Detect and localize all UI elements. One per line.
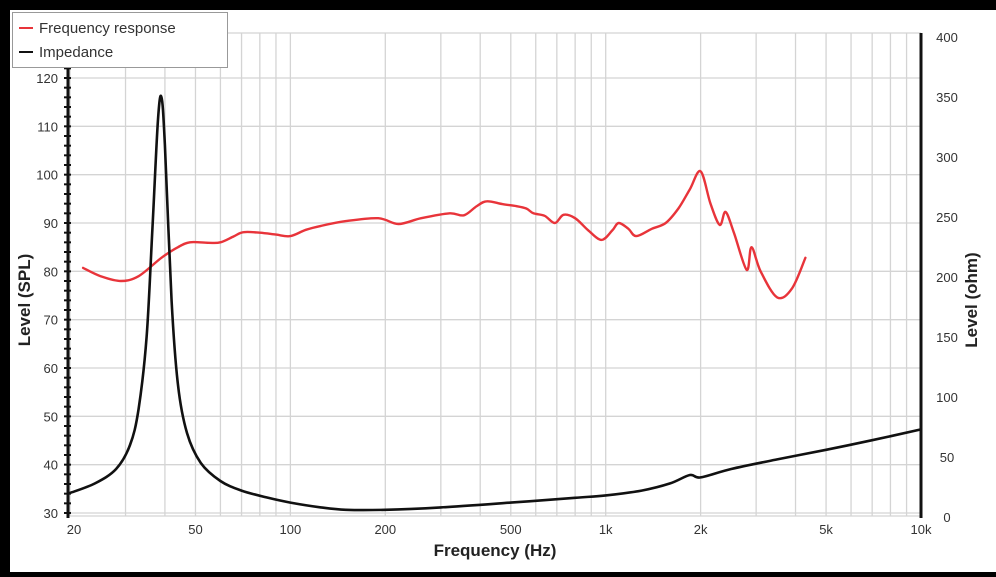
x-tick-label: 500 (500, 522, 522, 537)
x-tick-label: 20 (67, 522, 81, 537)
legend-swatch-black (19, 51, 33, 53)
series-frequency-response (81, 169, 807, 300)
y-tick-label: 110 (37, 119, 58, 134)
x-tick-label: 50 (188, 522, 202, 537)
y2-tick-label: 200 (936, 270, 958, 285)
x-tick-label: 2k (694, 522, 708, 537)
y-tick-label: 70 (44, 313, 58, 328)
x-tick-label: 1k (599, 522, 613, 537)
x-tick-label: 5k (819, 522, 833, 537)
y-tick-label: 30 (44, 506, 58, 521)
chart-legend: Frequency response Impedance (12, 12, 228, 68)
frame-border-top (0, 0, 996, 10)
y-axis-label-right: Level (ohm) (962, 252, 981, 347)
y-tick-label: 120 (36, 71, 58, 86)
series-lines (68, 94, 923, 512)
legend-item-impedance: Impedance (19, 42, 113, 62)
legend-swatch-red (19, 27, 33, 29)
x-tick-label: 200 (374, 522, 396, 537)
tick-labels: 20 50 100 200 500 1k 2k 5k 10k304050607080901001… (36, 30, 958, 537)
y2-tick-label: 400 (936, 30, 958, 45)
y2-tick-label: 150 (936, 330, 958, 345)
y2-tick-label: 100 (936, 390, 958, 405)
legend-item-frequency-response: Frequency response (19, 18, 176, 38)
series-impedance (68, 94, 923, 512)
y2-tick-label: 0 (943, 510, 950, 525)
y-tick-label: 100 (36, 168, 58, 183)
y2-tick-label: 50 (940, 450, 954, 465)
legend-label: Impedance (39, 43, 114, 61)
y-tick-label: 40 (44, 458, 58, 473)
y-axis-label-left: Level (SPL) (15, 254, 34, 347)
y2-tick-label: 250 (936, 210, 958, 225)
y-tick-label: 50 (44, 409, 58, 424)
frame-border-left (0, 0, 10, 572)
grid-lines (69, 32, 922, 517)
y2-tick-label: 350 (936, 90, 958, 105)
x-tick-label: 100 (280, 522, 302, 537)
x-tick-label: 10k (911, 522, 932, 537)
y-tick-label: 90 (44, 216, 58, 231)
y-tick-label: 80 (44, 264, 58, 279)
x-axis-label: Frequency (Hz) (434, 541, 557, 560)
legend-label: Frequency response (39, 19, 176, 37)
axes-frame (66, 33, 923, 518)
y2-tick-label: 300 (936, 150, 958, 165)
y-tick-label: 60 (44, 361, 58, 376)
